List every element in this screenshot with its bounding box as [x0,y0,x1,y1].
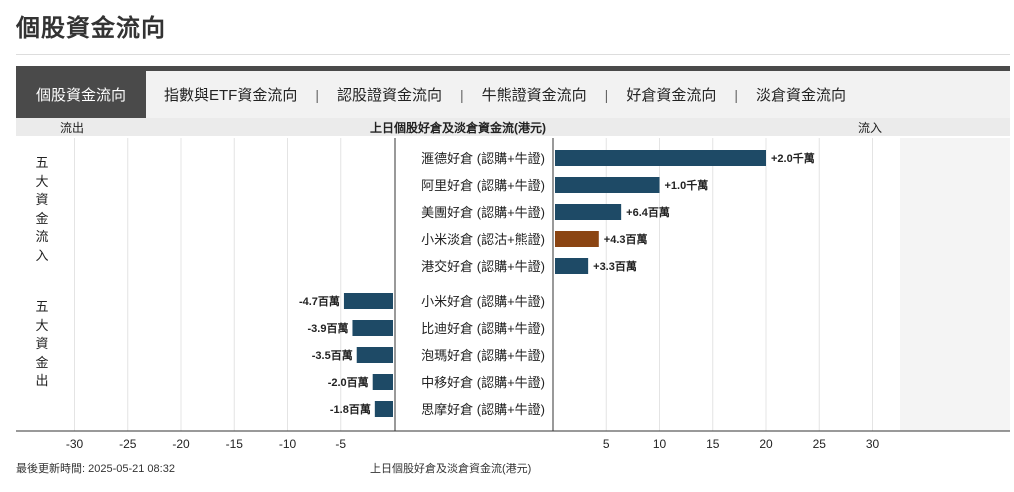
x-tick-label: -30 [66,437,84,451]
inflow-bar [555,258,589,274]
page-title: 個股資金流向 [16,15,166,42]
tab-long-fund-flow[interactable]: 好倉資金流向 [626,87,717,104]
bar-value-label: -3.9百萬 [307,321,348,335]
bar-value-label: +6.4百萬 [626,205,670,219]
bar-value-label: +2.0千萬 [771,151,815,165]
tab-separator: | [460,86,464,103]
inflow-bar [555,177,660,193]
row-label: 中移好倉 (認購+牛證) [421,375,545,390]
x-tick-label: -5 [335,437,346,451]
row-label: 美團好倉 (認購+牛證) [421,205,545,220]
x-tick-label: 15 [706,437,720,451]
x-tick-label: 30 [866,437,880,451]
row-label: 港交好倉 (認購+牛證) [421,259,545,274]
row-label: 小米淡倉 (認沽+熊證) [421,232,545,247]
inflow-bar [555,231,599,247]
row-label: 滙德好倉 (認購+牛證) [421,151,545,166]
tab-bar: 個股資金流向 指數與ETF資金流向 | 認股證資金流向 | 牛熊證資金流向 | … [16,66,1010,118]
row-label: 阿里好倉 (認購+牛證) [421,178,545,193]
row-label: 比迪好倉 (認購+牛證) [421,321,545,336]
bar-value-label: -4.7百萬 [299,294,340,308]
tab-stock-fund-flow[interactable]: 個股資金流向 [16,71,147,118]
inflow-bar [555,150,766,166]
outflow-bar [356,347,393,363]
outflow-bar [374,401,393,417]
tab-index-etf-fund-flow[interactable]: 指數與ETF資金流向 [164,87,298,104]
x-tick-label: 5 [603,437,610,451]
x-tick-label: 10 [653,437,667,451]
row-label: 思摩好倉 (認購+牛證) [421,402,545,417]
chart-header-title: 上日個股好倉及淡倉資金流(港元) [370,121,546,135]
last-updated: 最後更新時間: 2025-05-21 08:32 [16,463,175,475]
chart-header-band [16,118,1010,136]
x-tick-label: -15 [226,437,244,451]
tab-short-fund-flow[interactable]: 淡倉資金流向 [755,87,846,104]
outflow-header: 流出 [60,121,85,135]
tab-separator: | [315,86,319,103]
bar-value-label: +1.0千萬 [665,178,709,192]
inflow-bar [555,204,622,220]
outflow-bar [372,374,393,390]
x-tick-label: -10 [279,437,297,451]
top-inflow-side-label: 五大資金流入 [35,155,49,263]
bar-value-label: -2.0百萬 [328,375,369,389]
bar-value-label: +3.3百萬 [593,259,637,273]
x-tick-label: 25 [813,437,827,451]
outflow-bar [343,293,393,309]
title-divider [16,54,1010,55]
x-tick-label: -20 [172,437,190,451]
tab-warrant-fund-flow[interactable]: 認股證資金流向 [337,87,443,104]
tab-cbbc-fund-flow[interactable]: 牛熊證資金流向 [481,87,587,104]
outflow-bar [352,320,393,336]
row-label: 泡瑪好倉 (認購+牛證) [421,348,545,363]
x-tick-label: -25 [119,437,137,451]
inflow-header: 流入 [858,121,883,135]
top-outflow-side-label: 五大資金出 [35,299,49,388]
plot-gutter [900,138,1010,431]
bar-value-label: +4.3百萬 [604,232,648,246]
bar-value-label: -1.8百萬 [330,402,371,416]
x-tick-label: 20 [759,437,773,451]
tab-separator: | [604,86,609,103]
tab-separator: | [734,86,738,103]
row-label: 小米好倉 (認購+牛證) [421,294,545,309]
bar-value-label: -3.5百萬 [312,348,353,362]
footer-caption: 上日個股好倉及淡倉資金流(港元) [370,463,532,475]
